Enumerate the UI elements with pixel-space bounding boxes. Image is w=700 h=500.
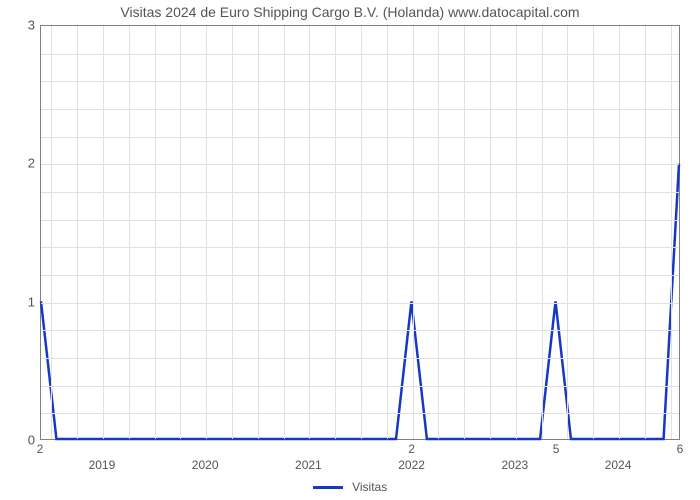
grid-h-minor <box>41 358 679 359</box>
x-value-label: 2 <box>37 442 44 456</box>
x-value-label: 2 <box>408 442 415 456</box>
grid-h-major <box>41 303 679 304</box>
grid-v-minor <box>490 26 491 439</box>
grid-h-minor <box>41 330 679 331</box>
grid-v-minor <box>464 26 465 439</box>
grid-v-major <box>619 26 620 439</box>
grid-h-minor <box>41 220 679 221</box>
grid-h-minor <box>41 386 679 387</box>
legend-label: Visitas <box>352 480 387 494</box>
grid-v-minor <box>180 26 181 439</box>
x-year-label: 2020 <box>192 458 219 472</box>
grid-v-minor <box>51 26 52 439</box>
grid-h-minor <box>41 413 679 414</box>
x-value-label: 5 <box>553 442 560 456</box>
grid-v-minor <box>542 26 543 439</box>
y-tick-label: 3 <box>5 18 35 33</box>
grid-v-major <box>206 26 207 439</box>
grid-h-minor <box>41 81 679 82</box>
grid-v-minor <box>155 26 156 439</box>
grid-v-major <box>103 26 104 439</box>
grid-v-minor <box>335 26 336 439</box>
grid-v-minor <box>593 26 594 439</box>
x-value-label: 6 <box>677 442 684 456</box>
grid-v-major <box>309 26 310 439</box>
grid-h-major <box>41 164 679 165</box>
y-tick-label: 2 <box>5 156 35 171</box>
grid-v-minor <box>387 26 388 439</box>
line-series <box>41 26 679 439</box>
y-tick-label: 0 <box>5 433 35 448</box>
chart-title: Visitas 2024 de Euro Shipping Cargo B.V.… <box>0 4 700 20</box>
grid-h-minor <box>41 54 679 55</box>
grid-h-minor <box>41 109 679 110</box>
grid-h-minor <box>41 192 679 193</box>
grid-h-minor <box>41 137 679 138</box>
grid-h-minor <box>41 247 679 248</box>
grid-v-minor <box>567 26 568 439</box>
grid-v-minor <box>258 26 259 439</box>
grid-v-minor <box>129 26 130 439</box>
grid-v-major <box>516 26 517 439</box>
x-year-label: 2021 <box>295 458 322 472</box>
grid-v-minor <box>232 26 233 439</box>
grid-v-minor <box>284 26 285 439</box>
y-tick-label: 1 <box>5 294 35 309</box>
grid-v-minor <box>361 26 362 439</box>
grid-h-minor <box>41 275 679 276</box>
grid-v-minor <box>77 26 78 439</box>
grid-v-minor <box>438 26 439 439</box>
legend-swatch <box>313 486 343 489</box>
x-year-label: 2023 <box>501 458 528 472</box>
grid-v-minor <box>671 26 672 439</box>
grid-v-major <box>413 26 414 439</box>
plot-area <box>40 25 680 440</box>
legend: Visitas <box>0 480 700 494</box>
x-year-label: 2019 <box>89 458 116 472</box>
chart-container: Visitas 2024 de Euro Shipping Cargo B.V.… <box>0 0 700 500</box>
grid-v-minor <box>645 26 646 439</box>
x-year-label: 2024 <box>605 458 632 472</box>
x-year-label: 2022 <box>398 458 425 472</box>
series-path <box>41 164 679 439</box>
